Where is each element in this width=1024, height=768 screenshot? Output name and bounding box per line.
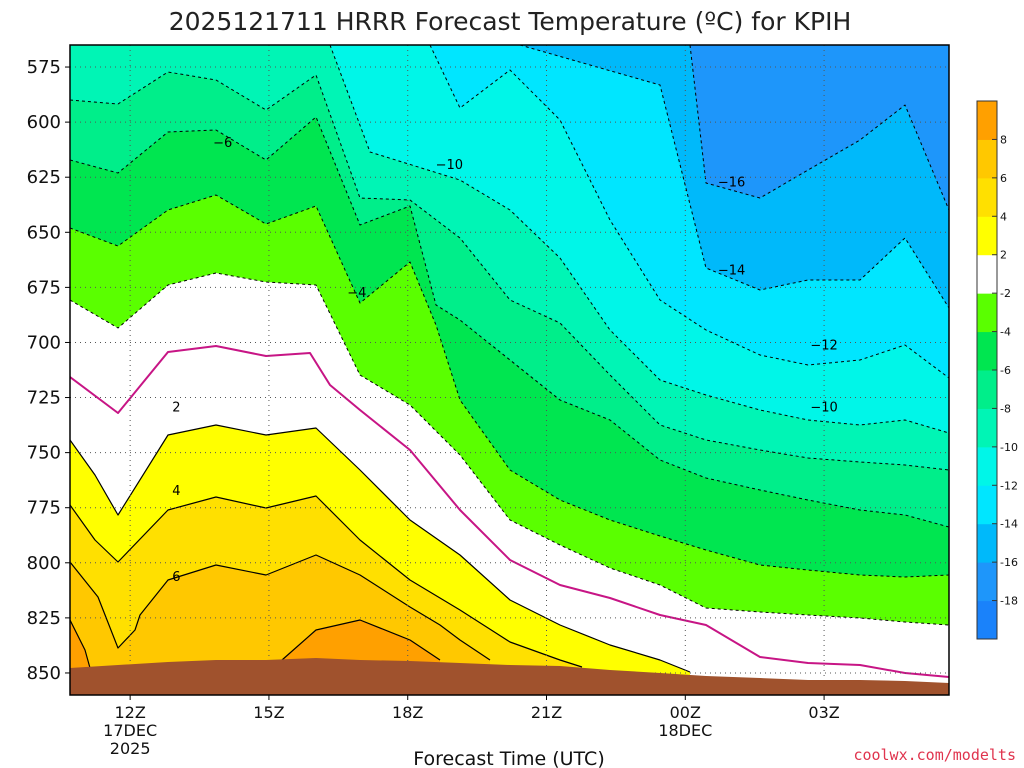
colorbar-band xyxy=(977,177,997,217)
colorbar-band xyxy=(977,600,997,640)
x-tick-label: 00Z 18DEC xyxy=(658,703,712,740)
x-tick-label: 15Z xyxy=(253,703,284,722)
x-axis: 12Z 17DEC 2025 15Z 18Z 21Z 00Z 18DEC 03Z xyxy=(103,695,840,758)
colorbar-band xyxy=(977,216,997,256)
contour-labels: −6 −10 −16 −14 −4 −12 −10 2 4 6 xyxy=(172,136,838,585)
x-tick-label: 18Z xyxy=(392,703,423,722)
colorbar-label: -18 xyxy=(1000,595,1018,608)
colorbar-band xyxy=(977,293,997,333)
plot-frame xyxy=(69,44,950,696)
y-tick-label: 625 xyxy=(27,167,61,188)
x-axis-label: Forecast Time (UTC) xyxy=(413,748,604,768)
colorbar-label: 8 xyxy=(1000,133,1007,146)
contour-label: 2 xyxy=(172,400,180,415)
contour-label: −4 xyxy=(347,286,366,301)
y-tick-label: 675 xyxy=(27,277,61,298)
x-tick-label: 21Z xyxy=(531,703,562,722)
colorbar: -18 -16 -14 -12 -10 -8 -6 -4 -2 2 4 6 8 xyxy=(976,100,1018,640)
contour-label: −6 xyxy=(213,136,232,151)
colorbar-label: -16 xyxy=(1000,556,1018,569)
colorbar-band xyxy=(977,523,997,563)
colorbar-label: 4 xyxy=(1000,210,1007,223)
colorbar-label: 2 xyxy=(1000,249,1007,262)
y-tick-label: 775 xyxy=(27,498,61,519)
y-tick-label: 825 xyxy=(27,608,61,629)
contour-label: −14 xyxy=(718,264,745,279)
colorbar-band xyxy=(977,562,997,602)
contour-label: −12 xyxy=(810,339,837,354)
contour-label: −10 xyxy=(436,158,463,173)
colorbar-band xyxy=(977,485,997,525)
chart-title: 2025121711 HRRR Forecast Temperature (ºC… xyxy=(169,7,852,36)
colorbar-label: -8 xyxy=(1000,402,1011,415)
colorbar-label: 6 xyxy=(1000,172,1007,185)
ground-terrain xyxy=(70,658,949,695)
colorbar-label: -4 xyxy=(1000,326,1011,339)
colorbar-label: -6 xyxy=(1000,364,1011,377)
contour-lines xyxy=(70,45,949,678)
colorbar-band xyxy=(977,254,997,294)
colorbar-label: -2 xyxy=(1000,287,1011,300)
contour-label: 4 xyxy=(172,484,180,499)
colorbar-band xyxy=(977,446,997,486)
y-tick-label: 575 xyxy=(27,57,61,78)
y-tick-label: 750 xyxy=(27,443,61,464)
colorbar-band xyxy=(977,370,997,409)
contour-label: 6 xyxy=(172,570,180,585)
y-tick-label: 725 xyxy=(27,388,61,409)
colorbar-label: -12 xyxy=(1000,479,1018,492)
x-tick-label: 03Z xyxy=(808,703,839,722)
grid-lines xyxy=(70,45,949,695)
temperature-field: −6 −10 −16 −14 −4 −12 −10 2 4 6 xyxy=(70,45,949,695)
colorbar-label: -10 xyxy=(1000,441,1018,454)
contour-label: −10 xyxy=(810,400,837,415)
credit-link[interactable]: coolwx.com/modelts xyxy=(853,746,1016,764)
colorbar-label: -14 xyxy=(1000,518,1018,531)
colorbar-band xyxy=(977,408,997,448)
x-tick-label: 12Z 17DEC 2025 xyxy=(103,703,157,758)
y-tick-label: 650 xyxy=(27,222,61,243)
y-axis: 575 600 625 650 675 700 725 750 775 800 825 850 xyxy=(27,57,70,684)
y-tick-label: 800 xyxy=(27,553,61,574)
y-tick-label: 850 xyxy=(27,663,61,684)
colorbar-band xyxy=(977,139,997,179)
contour-label: −16 xyxy=(718,176,745,191)
y-tick-label: 700 xyxy=(27,332,61,353)
colorbar-band xyxy=(977,331,997,371)
colorbar-band xyxy=(977,101,997,140)
y-tick-label: 600 xyxy=(27,112,61,133)
